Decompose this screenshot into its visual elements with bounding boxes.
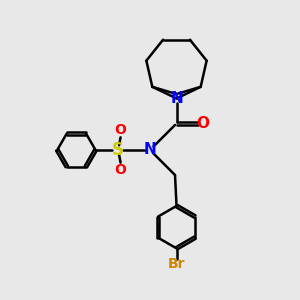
Text: O: O — [115, 123, 127, 137]
Text: N: N — [170, 91, 183, 106]
Text: O: O — [115, 163, 127, 177]
Text: N: N — [144, 142, 156, 158]
Text: O: O — [196, 116, 209, 131]
Text: Br: Br — [168, 257, 185, 271]
Text: S: S — [112, 141, 124, 159]
